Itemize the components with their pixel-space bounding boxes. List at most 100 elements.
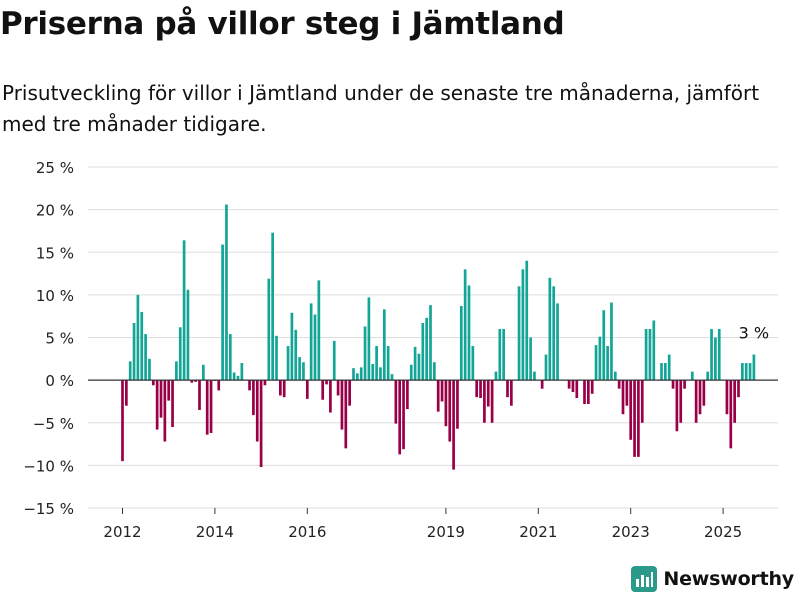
bar [290,312,294,381]
bar [540,380,544,389]
bar [302,362,305,381]
bar [725,380,729,415]
bar [190,380,194,383]
bar [456,380,459,429]
bar [664,363,667,381]
bar [463,269,467,381]
y-tick-label: 10 % [36,287,74,305]
x-tick-label: 2014 [196,523,234,540]
bar [640,380,644,423]
bar [529,337,532,381]
bar [313,314,317,381]
bar [329,380,332,413]
bar [375,346,378,381]
bar [159,380,163,418]
bar [232,372,236,381]
bar [479,380,482,399]
bar [590,380,594,394]
y-tick-label: −15 % [23,500,74,518]
bar [348,380,351,406]
y-tick-label: −5 % [33,415,74,433]
x-tick-label: 2025 [704,523,742,540]
y-tick-label: 5 % [45,330,74,348]
bar [359,367,363,381]
bar [575,380,579,399]
bar [448,380,452,442]
bar [452,380,455,470]
bar [144,334,147,381]
bar [475,380,479,398]
bar [356,373,359,381]
bar [171,380,174,428]
bar [198,380,201,410]
bar [594,345,598,381]
bar [167,380,171,401]
bar [429,305,432,381]
bar [406,380,409,410]
bar [282,380,286,398]
bar [225,204,228,381]
bar [525,260,529,381]
bar [744,363,748,381]
y-tick-label: −10 % [23,457,74,475]
bar [305,380,309,399]
bar [136,294,140,381]
y-tick-label: 15 % [36,244,74,262]
bar [140,311,144,381]
bar [625,380,629,406]
x-axis: 2012 2014 2016 2019 2021 2023 2025 [103,508,742,540]
bar [275,335,278,381]
bar [263,380,267,386]
bar [433,362,436,381]
bar [533,371,536,381]
bar [510,380,513,406]
bar [490,380,494,423]
bar [182,240,186,381]
bar [252,380,255,416]
bar [363,326,367,381]
bar [556,303,559,381]
bar [467,285,471,381]
bar [371,363,375,381]
bar [498,328,502,381]
y-tick-label: 0 % [45,372,74,390]
bar [440,380,444,402]
bar [506,380,509,398]
bar [629,380,633,440]
bar [202,364,205,381]
brand-name: Newsworthy [663,568,794,590]
bar [286,346,290,381]
bar [151,380,155,386]
bar [379,367,382,381]
bar [217,380,221,391]
bar [409,364,413,381]
bar [494,371,498,381]
bar [652,320,656,381]
bar [352,368,355,381]
bar [660,363,663,381]
bar [279,380,282,396]
bar [571,380,575,393]
bar [402,380,405,450]
bar [390,374,394,381]
bar [690,371,694,381]
bar [386,346,390,381]
bar [175,361,178,381]
bar [128,361,132,381]
bar [706,371,710,381]
bar [398,380,402,455]
bar [752,354,756,381]
bar [228,334,232,381]
chart-subtitle: Prisutveckling för villor i Jämtland und… [2,81,760,136]
bar [394,380,398,424]
bar [737,380,740,398]
bar [486,380,490,407]
bar [186,289,190,381]
x-tick-label: 2012 [103,523,141,540]
bar [240,363,244,381]
bar [132,323,136,381]
bar [271,232,274,381]
bar [567,380,571,389]
bar [633,380,636,457]
bar [205,380,209,435]
